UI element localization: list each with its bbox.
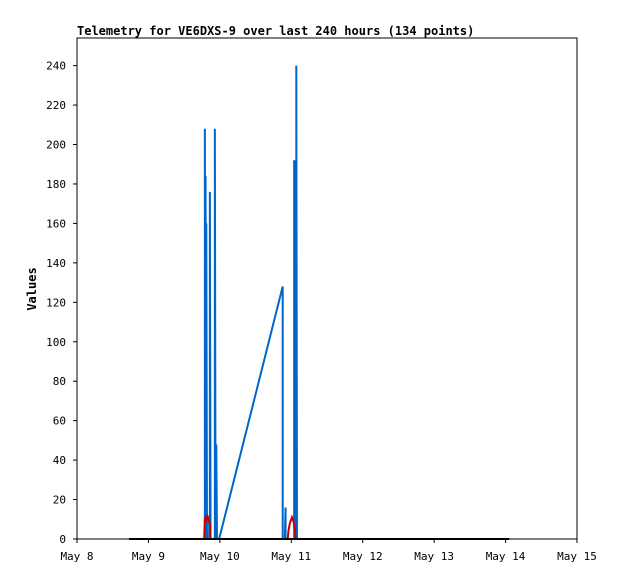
y-tick-label: 160: [46, 217, 66, 230]
y-tick-label: 140: [46, 257, 66, 270]
y-axis-label: Values: [25, 267, 39, 310]
y-tick-label: 240: [46, 60, 66, 73]
series-layer: [129, 65, 510, 540]
chart-title: Telemetry for VE6DXS-9 over last 240 hou…: [77, 24, 474, 38]
x-tick-label: May 15: [557, 550, 597, 563]
y-tick-label: 40: [53, 454, 66, 467]
y-tick-label: 0: [59, 533, 66, 546]
x-axis: May 8 May 9 May 10 May 11 May 12 May 13 May 14…: [60, 539, 597, 563]
y-tick-label: 180: [46, 178, 66, 191]
y-tick-label: 220: [46, 99, 66, 112]
y-tick-label: 80: [53, 375, 66, 388]
y-tick-label: 20: [53, 494, 66, 507]
x-tick-label: May 10: [200, 550, 240, 563]
x-tick-label: May 12: [343, 550, 383, 563]
series-line: [129, 65, 510, 540]
x-tick-label: May 11: [271, 550, 311, 563]
y-tick-label: 100: [46, 336, 66, 349]
series-line: [203, 513, 297, 540]
y-tick-label: 200: [46, 139, 66, 152]
x-tick-label: May 8: [60, 550, 93, 563]
x-tick-label: May 13: [414, 550, 454, 563]
plot-frame: [76, 37, 578, 540]
x-tick-label: May 9: [132, 550, 165, 563]
y-axis: 0 20 40 60 80 100 120 140 160 180 200 220 240: [46, 60, 77, 546]
x-tick-label: May 14: [486, 550, 526, 563]
y-tick-label: 60: [53, 415, 66, 428]
y-tick-label: 120: [46, 296, 66, 309]
